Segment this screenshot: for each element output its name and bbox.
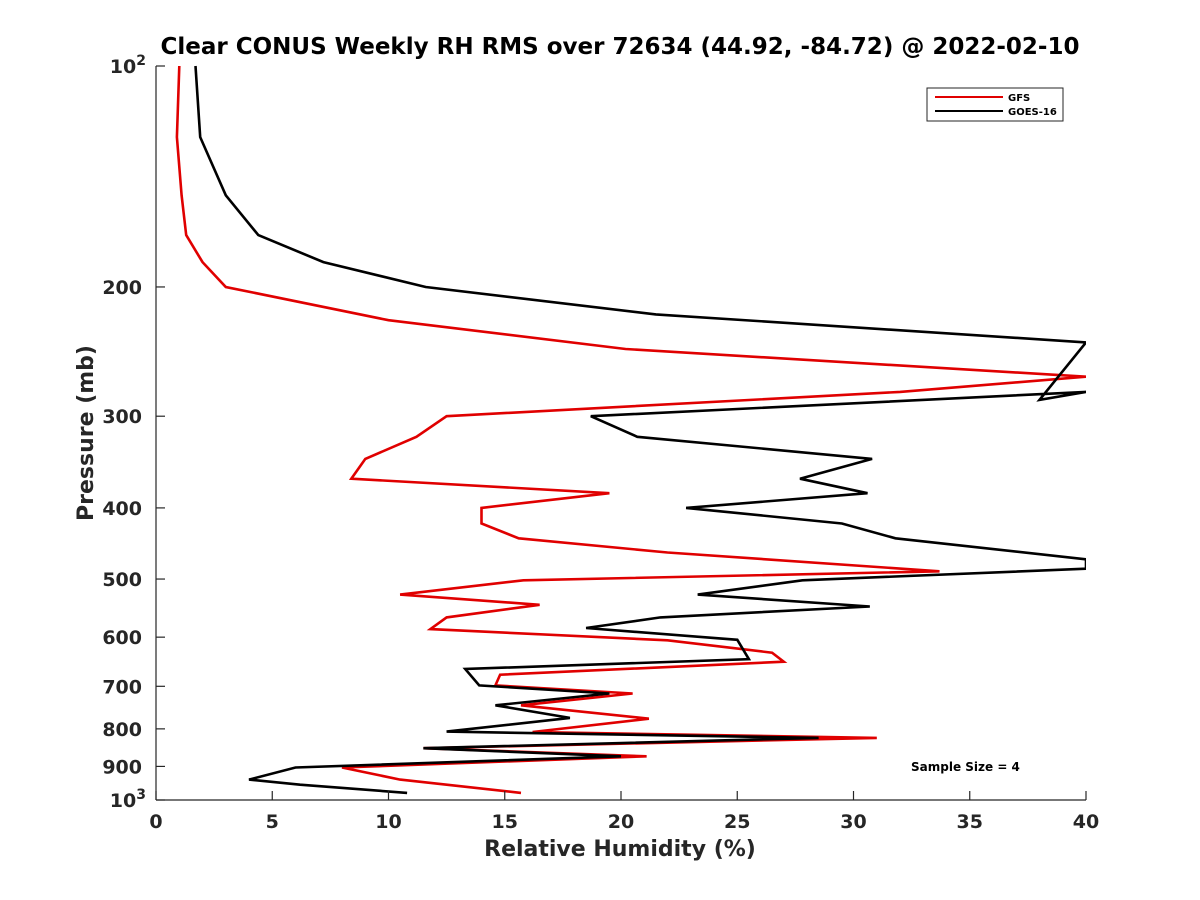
x-tick-label: 15 <box>492 811 518 833</box>
y-tick-label: 103 <box>110 787 146 812</box>
plot-area <box>156 66 1086 800</box>
series-line-goes16 <box>194 65 1086 795</box>
sample-size-annotation: Sample Size = 4 <box>911 760 1020 774</box>
x-axis-label: Relative Humidity (%) <box>484 837 756 862</box>
y-tick-label: 800 <box>102 719 142 741</box>
y-tick-label: 600 <box>102 627 142 649</box>
x-tick-label: 20 <box>608 811 634 833</box>
y-tick-label: 700 <box>102 676 142 698</box>
y-tick-label: 400 <box>102 498 142 520</box>
y-axis-label: Pressure (mb) <box>74 345 99 521</box>
series-line-gfs <box>175 65 1086 795</box>
series-layer <box>175 65 1086 795</box>
y-tick-label: 102 <box>110 53 146 78</box>
legend: GFS GOES-16 <box>926 87 1064 122</box>
x-tick-label: 40 <box>1073 811 1099 833</box>
x-tick-label: 25 <box>724 811 750 833</box>
y-tick-label: 200 <box>102 277 142 299</box>
y-tick-label: 900 <box>102 756 142 778</box>
legend-label-gfs: GFS <box>1008 93 1030 104</box>
x-tick-label: 35 <box>957 811 983 833</box>
x-tick-label: 10 <box>375 811 401 833</box>
x-tick-label: 30 <box>840 811 866 833</box>
legend-label-goes16: GOES-16 <box>1008 107 1057 118</box>
y-tick-label: 500 <box>102 569 142 591</box>
x-ticks: 0 5 10 15 20 25 30 35 40 <box>149 791 1099 833</box>
x-tick-label: 0 <box>149 811 162 833</box>
chart-title: Clear CONUS Weekly RH RMS over 72634 (44… <box>161 34 1080 60</box>
y-ticks: 102 200 300 400 500 600 700 800 900 103 <box>102 53 165 812</box>
y-tick-label: 300 <box>102 406 142 428</box>
legend-box <box>926 87 1064 122</box>
x-tick-label: 5 <box>266 811 279 833</box>
